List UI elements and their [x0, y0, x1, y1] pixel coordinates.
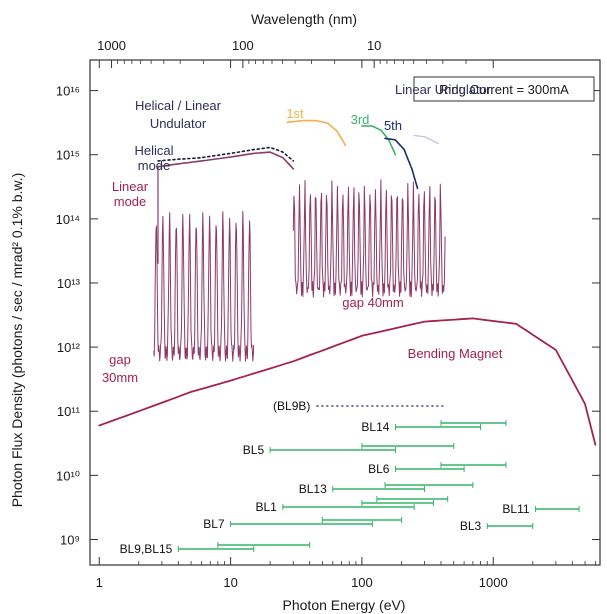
- gap-40mm-spectrum: [292, 179, 446, 298]
- gap-30mm-spectrum: [153, 211, 255, 362]
- x-tick-label: 1: [96, 575, 103, 590]
- harmonic-1st-line: [286, 119, 347, 147]
- annotation-label: mode: [138, 158, 171, 173]
- beamline-label: BL3: [460, 519, 482, 533]
- plot-layer: 1 10 100 1000 1000 100 10 10⁹ 10¹⁰ 10¹¹ 10¹² 10¹³ 10…: [56, 38, 601, 590]
- harmonic-5th-line: [384, 137, 419, 190]
- y-tick-label: 10¹²: [57, 340, 81, 355]
- annotation-label: Helical / Linear: [135, 98, 222, 113]
- top-tick-label: 10: [367, 38, 381, 53]
- x-tick-label: 1000: [479, 575, 508, 590]
- annotation-label: Linear Undulator: [395, 82, 492, 97]
- y-axis-title: Photon Flux Density (photons / sec / mra…: [9, 173, 25, 508]
- y-tick-label: 10¹⁴: [56, 212, 80, 227]
- annotation-label: 3rd: [351, 112, 370, 127]
- annotation-label: 1st: [286, 106, 304, 121]
- bending-magnet-line: [98, 317, 597, 446]
- y-tick-label: 10⁹: [60, 532, 80, 547]
- beamline-label: BL9,BL15: [120, 542, 173, 556]
- x-axis-title: Photon Energy (eV): [283, 597, 406, 613]
- harmonic-3rd-line: [361, 125, 397, 156]
- x-tick-label: 100: [351, 575, 373, 590]
- y-tick-label: 10¹³: [57, 276, 81, 291]
- annotation-label: 5th: [384, 118, 402, 133]
- beamline-label: BL14: [361, 420, 389, 434]
- linear-mode-line: [157, 151, 295, 170]
- annotation-label: Linear: [112, 179, 149, 194]
- ring-current-box: [413, 76, 595, 102]
- annotation-label: 30mm: [102, 370, 138, 385]
- annotation-label: mode: [114, 194, 147, 209]
- y-tick-label: 10¹⁰: [56, 468, 80, 483]
- x-tick-label: 10: [223, 575, 237, 590]
- y-tick-label: 10¹¹: [57, 404, 81, 419]
- beamline-label: BL11: [502, 502, 529, 516]
- top-tick-label: 100: [232, 38, 254, 53]
- annotation-label: Undulator: [150, 116, 207, 131]
- annotation-label: gap 40mm: [342, 295, 403, 310]
- top-axis-title: Wavelength (nm): [251, 11, 357, 27]
- plot-frame: [89, 59, 601, 566]
- annotation-label: Bending Magnet: [408, 346, 503, 361]
- beamline-label: BL5: [243, 443, 265, 457]
- beamline-label: BL13: [299, 482, 327, 496]
- beamline-label: BL6: [368, 462, 390, 476]
- beamline-label: (BL9B): [273, 399, 310, 413]
- harmonic-7th-line: [413, 134, 439, 145]
- annotation-label: gap: [109, 352, 131, 367]
- top-tick-label: 1000: [97, 38, 126, 53]
- y-tick-label: 10¹⁵: [56, 148, 80, 163]
- annotation-label: Helical: [134, 143, 173, 158]
- beamline-label: BL7: [203, 517, 225, 531]
- helical-mode-line: [157, 146, 295, 162]
- beamline-label: BL1: [255, 500, 277, 514]
- y-tick-label: 10¹⁶: [56, 84, 80, 99]
- ring-current-label: Ring Current = 300mA: [439, 82, 569, 97]
